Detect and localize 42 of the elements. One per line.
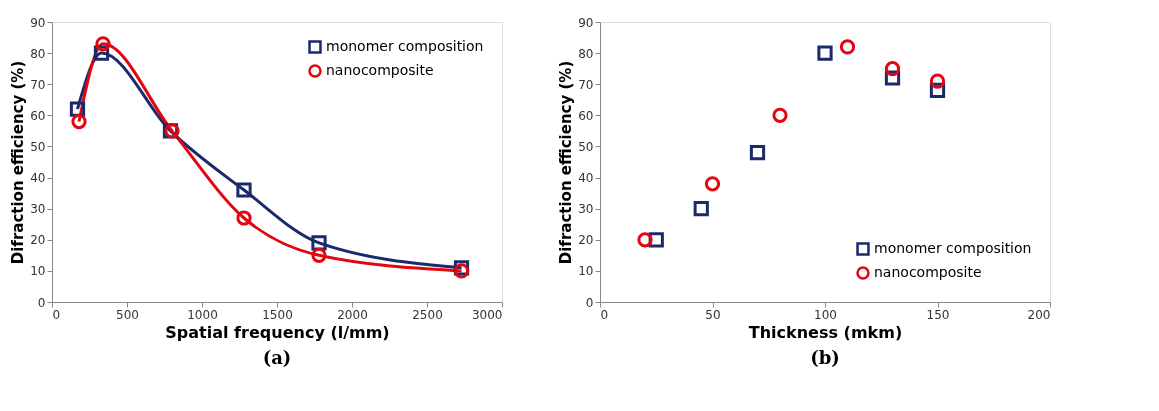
y-tick-label: 70 [578, 77, 594, 92]
x-tick-label: 150 [926, 307, 950, 322]
y-tick-label: 20 [578, 233, 594, 248]
legend-label: nanocomposite [326, 62, 434, 78]
y-tick-label: 40 [30, 171, 46, 186]
y-tick-label: 90 [578, 15, 594, 30]
y-tick-label: 60 [578, 108, 594, 123]
x-tick-label: 2000 [337, 307, 368, 322]
y-axis-title: Difraction efficiency (%) [557, 60, 576, 265]
x-tick-label: 200 [1027, 307, 1051, 322]
y-tick-label: 30 [578, 202, 594, 217]
text: (a) [262, 347, 292, 368]
y-tick-label: 10 [578, 264, 594, 279]
y-tick-label: 70 [30, 77, 46, 92]
legend-label: nanocomposite [874, 264, 982, 280]
x-tick-label: 500 [116, 307, 139, 322]
y-tick-label: 10 [30, 264, 46, 279]
x-axis-title: Thickness (mkm) [748, 322, 903, 342]
y-axis-title: Difraction efficiency (%) [9, 60, 28, 265]
y-tick-label: 90 [30, 15, 46, 30]
y-tick-label: 20 [30, 233, 46, 248]
x-tick-label: 1500 [262, 307, 293, 322]
y-tick-label: 50 [30, 139, 46, 154]
y-tick-label: 80 [578, 46, 594, 61]
y-tick-label: 0 [585, 295, 594, 310]
text: (b) [810, 347, 840, 368]
legend-label: monomer composition [326, 38, 484, 54]
y-tick-label: 30 [30, 202, 46, 217]
y-tick-label: 50 [578, 139, 594, 154]
x-tick-label: 3000 [471, 307, 503, 322]
x-tick-label: 100 [814, 307, 837, 322]
y-tick-label: 60 [30, 108, 46, 123]
x-tick-label: 0 [52, 307, 61, 322]
x-tick-label: 50 [705, 307, 721, 322]
legend-label: monomer composition [874, 240, 1032, 256]
x-tick-label: 0 [600, 307, 609, 322]
y-tick-label: 80 [30, 46, 46, 61]
y-tick-label: 0 [37, 295, 46, 310]
x-axis-title: Spatial frequency (l/mm) [165, 322, 390, 342]
x-tick-label: 1000 [187, 307, 218, 322]
x-tick-label: 2500 [412, 307, 443, 322]
y-tick-label: 40 [578, 171, 594, 186]
